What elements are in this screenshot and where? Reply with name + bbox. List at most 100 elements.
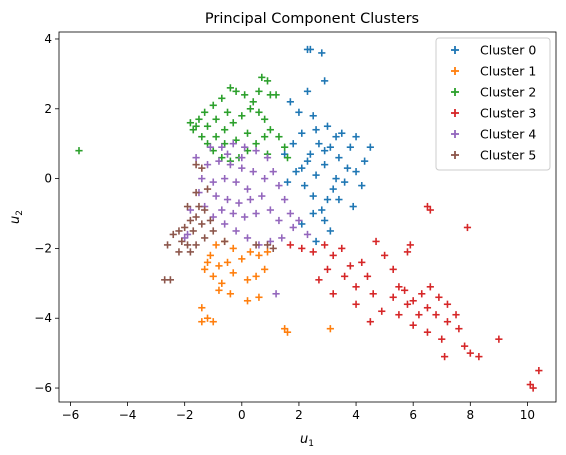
cluster-4-point: [246, 195, 254, 204]
cluster-5-point: [206, 216, 214, 225]
cluster-0-point: [321, 216, 329, 225]
cluster-4-point: [232, 227, 240, 235]
cluster-3-point: [286, 241, 294, 249]
cluster-1-point: [229, 269, 237, 277]
cluster-2-point: [238, 112, 246, 120]
cluster-5-point: [169, 230, 177, 239]
cluster-1-point: [209, 272, 217, 280]
cluster-4-point: [203, 161, 212, 169]
cluster-3-point: [378, 307, 386, 315]
cluster-3-point: [381, 251, 389, 259]
cluster-0-point: [352, 133, 360, 141]
cluster-5-point: [166, 276, 174, 284]
cluster-5-point: [183, 241, 192, 249]
cluster-0-point: [361, 157, 369, 165]
cluster-2-point: [283, 154, 292, 162]
cluster-2-point: [229, 119, 237, 127]
cluster-4-point: [212, 192, 220, 200]
cluster-0-point: [298, 164, 306, 172]
cluster-4-point: [243, 185, 252, 193]
cluster-0-point: [286, 98, 294, 106]
legend-entry: Cluster 1: [451, 64, 536, 79]
cluster-3-point: [352, 283, 360, 291]
cluster-4-point: [235, 199, 243, 207]
cluster-3-point: [389, 293, 397, 301]
cluster-0-point: [303, 87, 312, 95]
legend: Cluster 0 Cluster 1 Cluster 2 Cluster 3 Clus…: [435, 37, 551, 171]
cluster-3-point: [369, 290, 377, 298]
cluster-4-point: [263, 154, 272, 162]
cluster-2-point: [186, 119, 194, 127]
cluster-3-point: [463, 223, 472, 232]
cluster-2-point: [261, 133, 269, 141]
cluster-0-point: [326, 143, 334, 151]
cluster-3-point: [415, 311, 423, 319]
cluster-2-point: [198, 133, 206, 141]
cluster-0-point: [312, 171, 320, 179]
cluster-3-point: [352, 300, 360, 308]
cluster-0-point: [312, 126, 320, 134]
cluster-0-point: [366, 143, 374, 151]
cluster-1-point: [243, 297, 252, 305]
x-tick-label: 10: [520, 408, 535, 422]
cluster-4-point: [229, 140, 237, 148]
cluster-0-point: [343, 164, 352, 172]
legend-label: Cluster 3: [480, 106, 536, 121]
cluster-1-point: [215, 286, 223, 294]
cluster-3-point: [438, 335, 446, 343]
cluster-3-point: [466, 349, 474, 357]
cluster-4-point: [286, 209, 294, 218]
cluster-5-point: [192, 213, 200, 221]
cluster-2-point: [226, 84, 234, 92]
cluster-2-point: [203, 122, 212, 130]
cluster-2-point: [249, 98, 257, 106]
cluster-0-point: [332, 133, 340, 141]
cluster-1-point: [255, 251, 263, 259]
cluster-2-point: [266, 126, 274, 134]
cluster-3-point: [323, 265, 332, 273]
cluster-3-point: [409, 297, 417, 305]
cluster-2-point: [255, 87, 263, 95]
legend-label: Cluster 5: [480, 148, 536, 163]
cluster-2-point: [241, 91, 249, 99]
cluster-4-point: [278, 234, 286, 242]
cluster-4-point: [243, 234, 252, 242]
cluster-0-point: [321, 77, 329, 85]
y-axis: −6 −4 −2 0 2 4: [34, 32, 59, 395]
x-tick-label: −6: [62, 408, 80, 422]
cluster-2-point: [232, 87, 240, 95]
cluster-1-point: [223, 258, 232, 266]
legend-entry: Cluster 3: [451, 106, 536, 121]
cluster-3-point: [403, 248, 412, 256]
plot-frame: [58, 31, 557, 403]
legend-label: Cluster 4: [480, 127, 536, 142]
cluster-4-point: [241, 213, 249, 221]
cluster-1-point: [243, 276, 252, 284]
cluster-4-point: [252, 147, 260, 155]
cluster-5-point: [183, 202, 192, 211]
cluster-0-point: [358, 181, 366, 190]
y-tick-label: −6: [34, 381, 52, 395]
cluster-0-point: [301, 181, 309, 190]
cluster-2-point: [246, 105, 254, 113]
chart-title: Principal Component Clusters: [205, 11, 419, 27]
cluster-2-point: [261, 115, 269, 123]
cluster-3-point: [535, 366, 543, 375]
cluster-5-point: [195, 202, 203, 211]
x-axis: −6 −4 −2 0 2 4 6 8 10: [62, 402, 535, 422]
cluster-3-point: [529, 384, 537, 392]
cluster-4-point: [289, 223, 297, 232]
x-axis-label: u1: [300, 432, 314, 449]
cluster-2-point: [201, 108, 209, 116]
cluster-4-point: [275, 181, 283, 190]
legend-box: [435, 37, 551, 171]
cluster-5-point: [189, 227, 197, 235]
cluster-3-point: [423, 328, 432, 336]
cluster-0-point: [318, 206, 326, 214]
plot-marks: [75, 45, 543, 392]
cluster-3-point: [423, 304, 432, 312]
cluster-0-point: [329, 185, 337, 193]
cluster-2-point: [263, 77, 272, 85]
cluster-2-point: [275, 133, 283, 141]
cluster-4-point: [221, 220, 229, 228]
